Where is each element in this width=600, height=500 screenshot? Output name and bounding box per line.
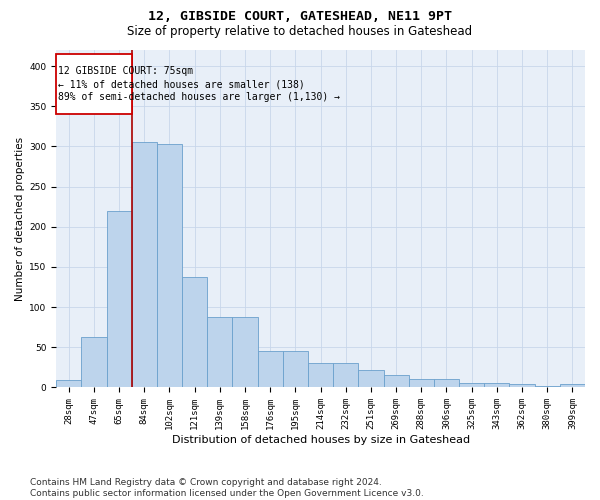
Bar [333,364,358,388]
Text: 12 GIBSIDE COURT: 75sqm
← 11% of detached houses are smaller (138)
89% of semi-d: 12 GIBSIDE COURT: 75sqm ← 11% of detache… [58,66,340,102]
Bar [560,384,585,388]
Text: 12, GIBSIDE COURT, GATESHEAD, NE11 9PT: 12, GIBSIDE COURT, GATESHEAD, NE11 9PT [148,10,452,23]
Bar [182,278,207,388]
Bar [283,352,308,388]
X-axis label: Distribution of detached houses by size in Gateshead: Distribution of detached houses by size … [172,435,470,445]
Bar [535,386,560,388]
Bar [509,384,535,388]
Bar [484,384,509,388]
Y-axis label: Number of detached properties: Number of detached properties [15,136,25,301]
Text: Size of property relative to detached houses in Gateshead: Size of property relative to detached ho… [127,25,473,38]
Bar [459,384,484,388]
Text: Contains HM Land Registry data © Crown copyright and database right 2024.
Contai: Contains HM Land Registry data © Crown c… [30,478,424,498]
Bar [434,380,459,388]
FancyBboxPatch shape [56,54,131,114]
Bar [131,142,157,388]
Bar [107,210,131,388]
Bar [358,370,383,388]
Bar [257,352,283,388]
Bar [232,317,257,388]
Bar [409,378,434,388]
Bar [383,376,409,388]
Bar [207,317,232,388]
Bar [157,144,182,388]
Bar [82,337,107,388]
Bar [308,364,333,388]
Bar [56,380,82,388]
